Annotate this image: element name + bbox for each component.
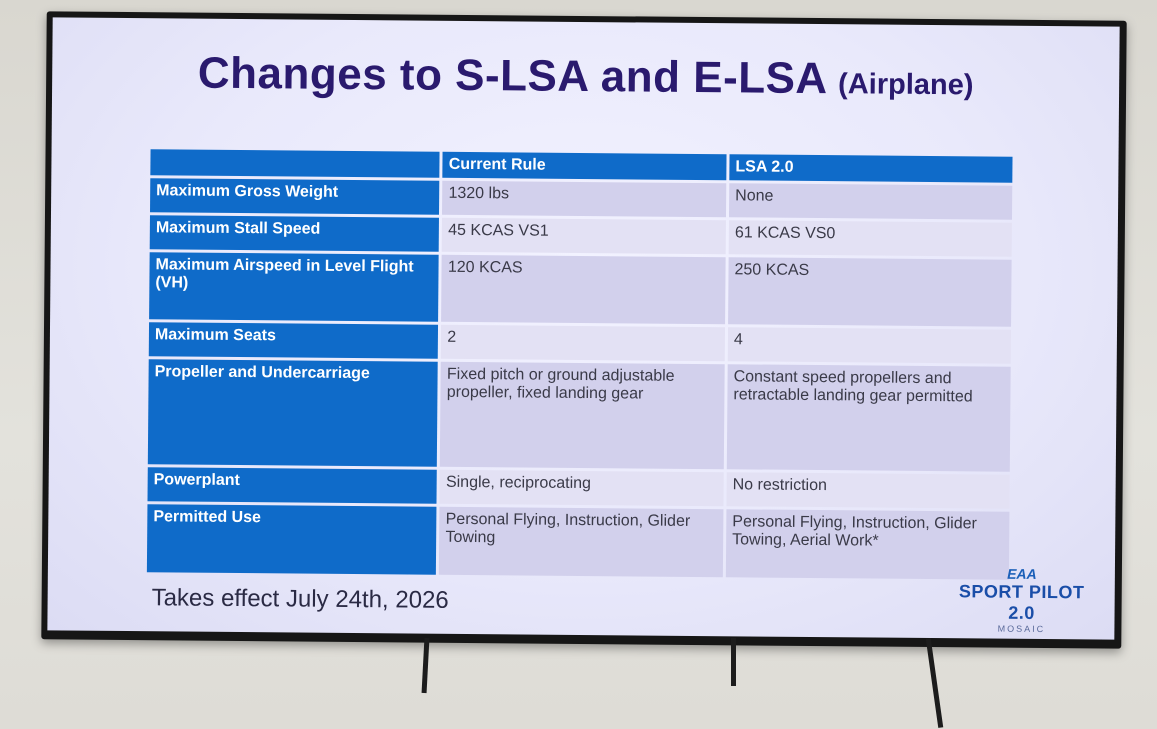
- current-value: 1320 lbs: [442, 180, 727, 218]
- row-label: Maximum Airspeed in Level Flight (VH): [149, 252, 439, 322]
- table-row: Maximum Stall Speed 45 KCAS VS1 61 KCAS …: [149, 215, 1012, 257]
- lsa-value: Constant speed propellers and retractabl…: [726, 364, 1011, 472]
- current-value: Personal Flying, Instruction, Glider Tow…: [439, 506, 724, 578]
- row-label: Permitted Use: [146, 504, 437, 575]
- table-row: Powerplant Single, reciprocating No rest…: [147, 467, 1010, 509]
- row-label: Maximum Gross Weight: [150, 178, 440, 215]
- table-header-row: Current Rule LSA 2.0: [150, 149, 1013, 183]
- table-row: Propeller and Undercarriage Fixed pitch …: [147, 359, 1011, 472]
- row-label: Maximum Seats: [148, 322, 439, 359]
- slide-title: Changes to S-LSA and E-LSA (Airplane): [52, 47, 1119, 106]
- table-row: Maximum Airspeed in Level Flight (VH) 12…: [149, 252, 1012, 327]
- lsa-value: 4: [727, 327, 1012, 364]
- sport-pilot-logo: EAA SPORT PILOT 2.0 MOSAIC: [946, 565, 1097, 634]
- table-header-current: Current Rule: [442, 151, 727, 181]
- row-label: Maximum Stall Speed: [149, 215, 440, 252]
- tv-cable: [925, 638, 944, 728]
- lsa-value: None: [729, 183, 1013, 220]
- tv-cable: [731, 638, 736, 686]
- current-value: Single, reciprocating: [439, 469, 724, 507]
- slide-title-sub: (Airplane): [837, 68, 974, 102]
- current-value: 2: [441, 324, 726, 362]
- tv-cable: [421, 637, 430, 694]
- logo-name: SPORT PILOT 2.0: [958, 581, 1085, 623]
- comparison-table: Current Rule LSA 2.0 Maximum Gross Weigh…: [144, 146, 1016, 583]
- lsa-value: No restriction: [726, 472, 1010, 509]
- lsa-value: 250 KCAS: [728, 257, 1012, 327]
- effective-date: Takes effect July 24th, 2026: [151, 584, 449, 614]
- eaa-logo-icon: EAA: [1007, 565, 1037, 582]
- table-row: Maximum Gross Weight 1320 lbs None: [150, 178, 1013, 220]
- row-label: Powerplant: [147, 467, 438, 504]
- table-row: Permitted Use Personal Flying, Instructi…: [146, 504, 1010, 580]
- tv-frame: Changes to S-LSA and E-LSA (Airplane) Cu…: [41, 11, 1127, 649]
- logo-tag: MOSAIC: [997, 623, 1046, 635]
- current-value: 45 KCAS VS1: [442, 217, 726, 255]
- current-value: Fixed pitch or ground adjustable propell…: [440, 361, 725, 470]
- current-value: 120 KCAS: [441, 254, 726, 325]
- table-row: Maximum Seats 2 4: [148, 322, 1012, 364]
- row-label: Propeller and Undercarriage: [147, 359, 439, 467]
- slide-screen: Changes to S-LSA and E-LSA (Airplane) Cu…: [47, 17, 1120, 640]
- table-header-lsa: LSA 2.0: [729, 154, 1013, 183]
- slide-title-main: Changes to S-LSA and E-LSA: [197, 48, 828, 104]
- lsa-value: 61 KCAS VS0: [728, 220, 1012, 257]
- table-header-blank: [150, 149, 440, 178]
